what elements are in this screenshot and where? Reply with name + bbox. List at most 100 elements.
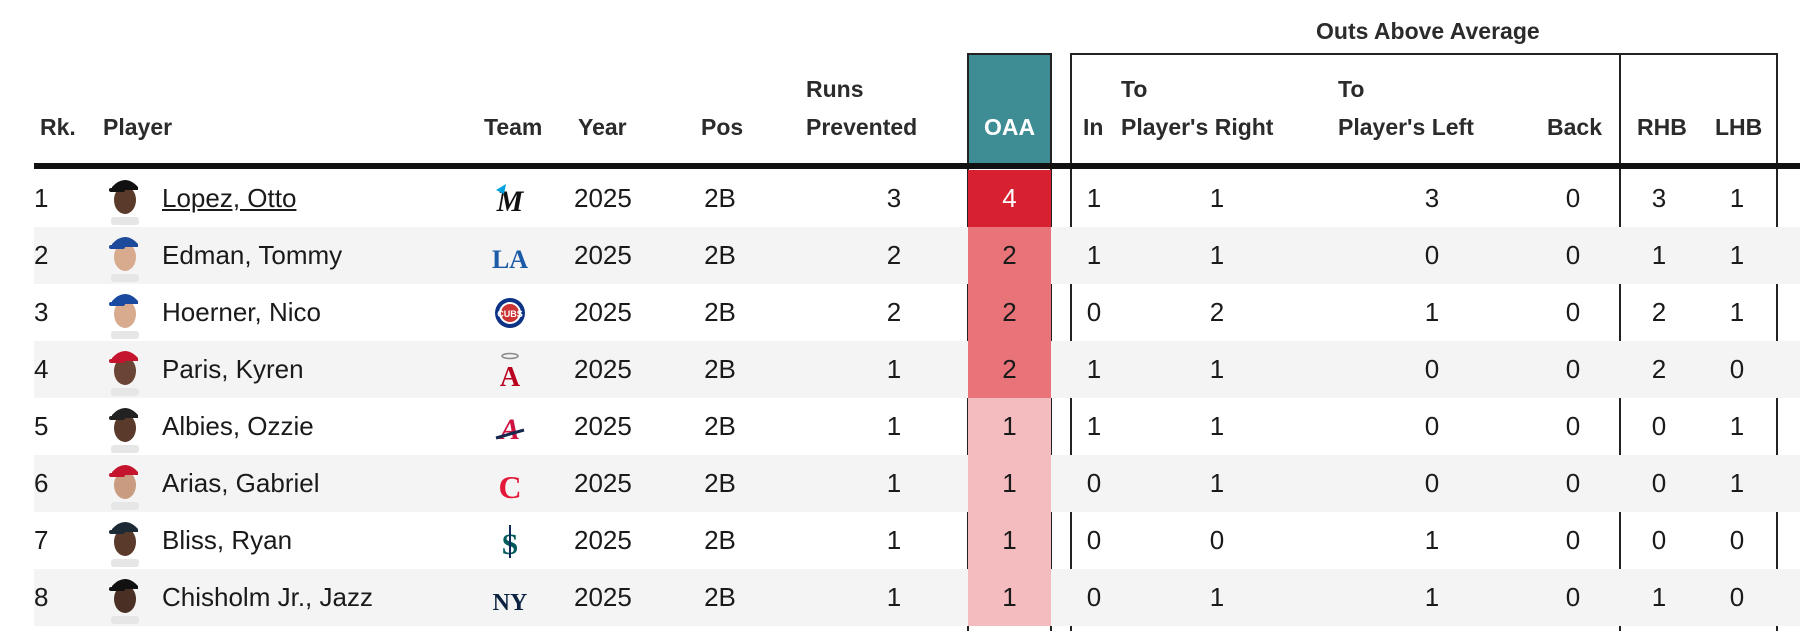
year-cell: 2025 <box>574 354 632 384</box>
in-cell: 1 <box>1086 183 1102 213</box>
pos-cell: 2B <box>704 183 736 213</box>
to-left-cell: 0 <box>1424 354 1440 384</box>
player-name-link[interactable]: Edman, Tommy <box>162 240 343 270</box>
back-cell: 0 <box>1565 582 1581 612</box>
left-header-line2[interactable]: Player's Left <box>1338 114 1474 140</box>
player-name-link[interactable]: Bliss, Ryan <box>162 525 293 555</box>
year-header[interactable]: Year <box>578 114 627 140</box>
runs-prevented-cell: 1 <box>886 468 902 498</box>
rank-cell: 6 <box>34 468 49 498</box>
player-headshot <box>107 401 143 453</box>
oaa-header-cell[interactable] <box>968 54 1051 165</box>
back-header[interactable]: Back <box>1547 114 1602 140</box>
rhb-cell: 2 <box>1651 297 1667 327</box>
to-right-cell: 1 <box>1209 582 1225 612</box>
oaa-cell: 2 <box>968 227 1051 284</box>
player-name-link[interactable]: Chisholm Jr., Jazz <box>162 582 373 612</box>
runs-prevented-cell: 1 <box>886 525 902 555</box>
runs-prevented-cell: 1 <box>886 354 902 384</box>
in-cell: 0 <box>1086 525 1102 555</box>
year-cell: 2025 <box>574 468 632 498</box>
svg-text:C: C <box>498 469 521 503</box>
to-right-cell: 2 <box>1209 297 1225 327</box>
oaa-cell: 1 <box>968 398 1051 455</box>
to-left-cell: 0 <box>1424 411 1440 441</box>
table-row[interactable]: 1 Lopez, Otto M 2025 2B 3 4 1 1 3 0 3 1 <box>34 170 1800 227</box>
table-row[interactable]: 2 Edman, Tommy LA 2025 2B 2 2 1 1 0 0 1 … <box>34 227 1800 284</box>
runs-prevented-cell: 2 <box>886 297 902 327</box>
player-name-link[interactable]: Arias, Gabriel <box>162 468 320 498</box>
rhb-cell: 1 <box>1651 240 1667 270</box>
runs-prevented-cell: 1 <box>886 411 902 441</box>
table-row[interactable]: 7 Bliss, Ryan S 2025 2B 1 1 0 0 1 0 0 0 <box>34 512 1800 569</box>
year-cell: 2025 <box>574 297 632 327</box>
to-right-cell: 1 <box>1209 354 1225 384</box>
in-cell: 1 <box>1086 240 1102 270</box>
back-cell: 0 <box>1565 411 1581 441</box>
player-headshot <box>107 230 143 282</box>
back-cell: 0 <box>1565 297 1581 327</box>
team-header[interactable]: Team <box>484 114 543 140</box>
table-row[interactable]: 4 Paris, Kyren A 2025 2B 1 2 1 1 0 0 2 0 <box>34 341 1800 398</box>
player-headshot <box>107 173 143 225</box>
to-left-cell: 1 <box>1424 297 1440 327</box>
svg-text:A: A <box>500 362 521 389</box>
pos-cell: 2B <box>704 240 736 270</box>
to-right-cell: 1 <box>1209 411 1225 441</box>
svg-text:LA: LA <box>492 245 528 274</box>
oaa-cell: 2 <box>968 341 1051 398</box>
oaa-cell: 1 <box>968 512 1051 569</box>
back-cell: 0 <box>1565 354 1581 384</box>
rank-header[interactable]: Rk. <box>40 114 76 140</box>
pos-cell: 2B <box>704 525 736 555</box>
to-left-cell: 0 <box>1424 240 1440 270</box>
pos-cell: 2B <box>704 354 736 384</box>
year-cell: 2025 <box>574 525 632 555</box>
player-name-link[interactable]: Hoerner, Nico <box>162 297 321 327</box>
lhb-cell: 1 <box>1729 468 1745 498</box>
player-headshot <box>107 344 143 396</box>
pos-cell: 2B <box>704 297 736 327</box>
right-header-line2[interactable]: Player's Right <box>1121 114 1274 140</box>
in-header[interactable]: In <box>1083 114 1104 140</box>
mariners-logo: S <box>490 522 530 561</box>
oaa-header[interactable]: OAA <box>983 114 1036 140</box>
to-left-cell: 0 <box>1424 468 1440 498</box>
lhb-cell: 0 <box>1729 525 1745 555</box>
pos-header[interactable]: Pos <box>701 114 744 140</box>
player-headshot <box>107 572 143 624</box>
oaa-top-border <box>967 53 1052 55</box>
right-header-line1[interactable]: To <box>1121 76 1148 102</box>
dodgers-logo: LA <box>490 237 530 275</box>
runs-prevented-header-line2[interactable]: Prevented <box>806 114 918 140</box>
player-name-link[interactable]: Albies, Ozzie <box>162 411 314 441</box>
year-cell: 2025 <box>574 183 632 213</box>
rhb-header[interactable]: RHB <box>1637 114 1687 140</box>
back-cell: 0 <box>1565 240 1581 270</box>
table-row[interactable]: 5 Albies, Ozzie A 2025 2B 1 1 1 1 0 0 0 … <box>34 398 1800 455</box>
year-cell: 2025 <box>574 411 632 441</box>
svg-text:A: A <box>498 413 520 446</box>
year-cell: 2025 <box>574 240 632 270</box>
table-row[interactable]: 3 Hoerner, Nico CUBS 2025 2B 2 2 0 2 1 0… <box>34 284 1800 341</box>
lhb-cell: 0 <box>1729 582 1745 612</box>
back-cell: 0 <box>1565 525 1581 555</box>
rhb-cell: 1 <box>1651 582 1667 612</box>
svg-text:NY: NY <box>493 590 528 616</box>
table-row[interactable]: 8 Chisholm Jr., Jazz NY 2025 2B 1 1 0 1 … <box>34 569 1800 626</box>
rhb-cell: 0 <box>1651 411 1667 441</box>
lhb-header[interactable]: LHB <box>1715 114 1763 140</box>
player-name-link[interactable]: Paris, Kyren <box>162 354 304 384</box>
table-row[interactable]: 6 Arias, Gabriel C 2025 2B 1 1 0 1 0 0 0… <box>34 455 1800 512</box>
player-headshot <box>107 287 143 339</box>
runs-prevented-cell: 2 <box>886 240 902 270</box>
left-header-line1[interactable]: To <box>1338 76 1365 102</box>
back-cell: 0 <box>1565 468 1581 498</box>
player-name-link[interactable]: Lopez, Otto <box>162 183 297 213</box>
player-header[interactable]: Player <box>103 114 173 140</box>
year-cell: 2025 <box>574 582 632 612</box>
runs-prevented-header-line1[interactable]: Runs <box>806 76 864 102</box>
in-cell: 1 <box>1086 411 1102 441</box>
rank-cell: 2 <box>34 240 49 270</box>
